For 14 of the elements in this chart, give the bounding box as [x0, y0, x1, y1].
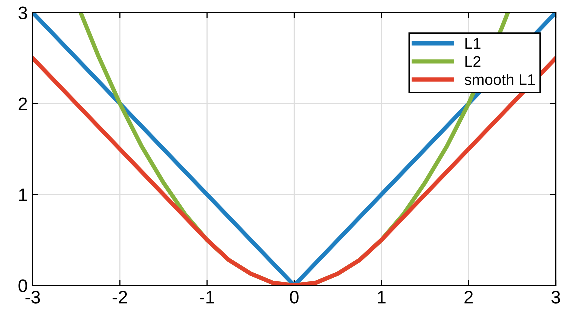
- x-tick-label: 3: [552, 291, 560, 304]
- x-tick-label: 1: [378, 291, 386, 304]
- legend-label: smooth L1: [464, 74, 536, 86]
- y-tick-label: 0: [18, 280, 28, 292]
- x-tick-label: 2: [464, 291, 473, 304]
- x-tick-label: -1: [200, 291, 214, 304]
- x-tick-label: -2: [112, 291, 128, 304]
- x-tick-label: 0: [290, 291, 299, 304]
- y-tick-label: 3: [18, 6, 28, 20]
- y-tick-label: 1: [19, 188, 28, 202]
- x-tick-label: -3: [26, 291, 40, 304]
- legend-label: L2: [466, 56, 481, 68]
- legend-label: L1: [466, 38, 481, 49]
- y-tick-label: 2: [18, 98, 28, 110]
